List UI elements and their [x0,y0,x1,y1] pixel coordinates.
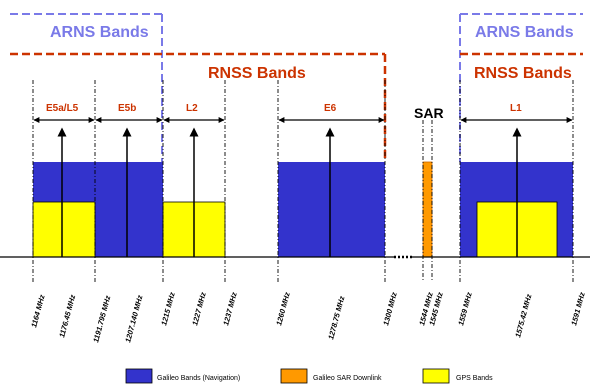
arns-label-left: ARNS Bands [50,24,149,41]
frequency-markers [32,80,574,282]
freq-1191: 1191.795 MHz [91,294,112,343]
freq-1575: 1575.42 MHz [513,293,533,339]
band-sar-downlink [422,161,433,258]
legend-swatch-gps [422,368,450,384]
band-label-e5a: E5a/L5 [46,103,79,114]
freq-1260: 1260 MHz [274,291,292,327]
freq-1559: 1559 MHz [456,291,474,327]
arns-left-boundary [10,13,163,162]
center-arrows [57,127,522,257]
legend-label-gps: GPS Bands [456,375,493,382]
arns-label-right: ARNS Bands [475,24,574,41]
rnss-label-right: RNSS Bands [474,65,572,82]
freq-1215: 1215 MHz [159,291,177,327]
band-label-l1: L1 [510,103,522,114]
legend: Galileo Bands (Navigation) Galileo SAR D… [125,368,493,384]
freq-1591: 1591 MHz [569,291,587,327]
freq-1207: 1207.140 MHz [123,294,144,344]
freq-1300: 1300 MHz [381,291,399,327]
band-label-e6: E6 [324,103,337,114]
rnss-label-left: RNSS Bands [208,65,306,82]
band-e6-galileo [278,162,385,257]
frequency-labels: 1164 MHz 1176.45 MHz 1191.795 MHz 1207.1… [29,291,587,344]
freq-1227: 1227 MHz [190,291,208,327]
band-e5a-gps [32,201,96,258]
freq-1164: 1164 MHz [29,293,46,328]
legend-swatch-galileo [125,368,153,384]
freq-1237: 1237 MHz [221,291,239,327]
band-label-e5b: E5b [118,103,136,114]
legend-swatch-sar [280,368,308,384]
legend-label-galileo: Galileo Bands (Navigation) [157,375,240,382]
band-label-l2: L2 [186,103,198,114]
sar-label: SAR [414,105,444,121]
legend-label-sar: Galileo SAR Downlink [313,375,382,382]
freq-1176: 1176.45 MHz [57,293,77,338]
freq-1278: 1278.75 MHz [326,295,346,341]
